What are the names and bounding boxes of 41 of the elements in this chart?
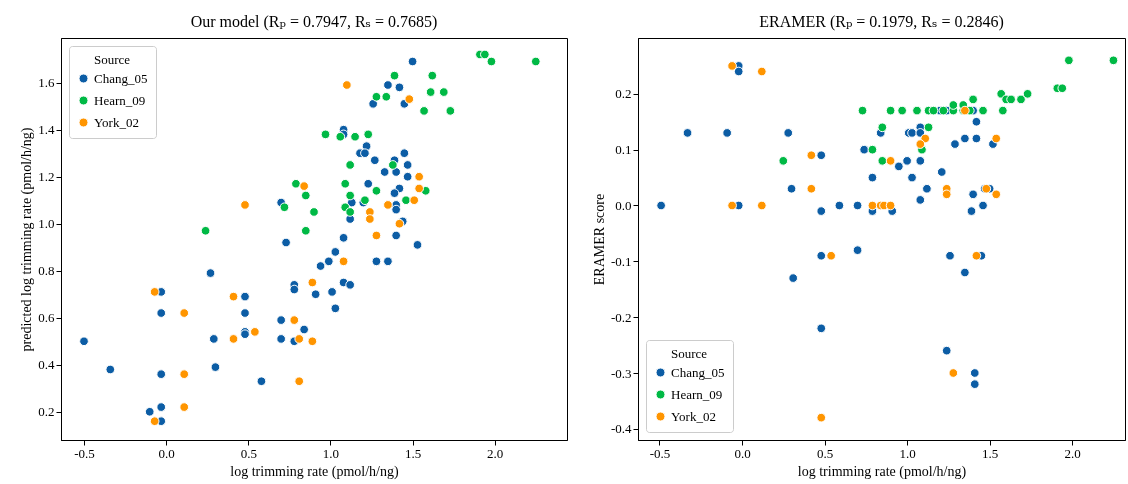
y-tick-label: -0.2 xyxy=(610,309,632,325)
x-axis-title: log trimming rate (pmol/h/ng) xyxy=(797,463,967,480)
legend-label: Chang_05 xyxy=(671,364,725,380)
x-tick-label: -0.5 xyxy=(649,445,671,461)
y-tick-label: 0.4 xyxy=(38,357,55,373)
y-axis-title: predicted log trimming rate (pmol/h/ng) xyxy=(19,127,36,352)
chart-title: ERAMER (Rₚ = 0.1979, Rₛ = 0.2846) xyxy=(759,13,1004,31)
x-tick-label: 0.0 xyxy=(158,445,175,461)
chart-title: Our model (Rₚ = 0.7947, Rₛ = 0.7685) xyxy=(190,13,438,31)
x-tick-label: 1.5 xyxy=(982,445,999,461)
x-tick-label: 0.5 xyxy=(240,445,257,461)
legend-title: Source xyxy=(670,346,708,361)
y-tick-label: 0.6 xyxy=(38,310,55,326)
y-tick-label: 0.8 xyxy=(38,263,55,279)
y-tick-label: 0.2 xyxy=(615,86,632,102)
x-tick-label: 2.0 xyxy=(487,445,504,461)
y-tick-label: -0.4 xyxy=(610,421,632,437)
legend-title: Source xyxy=(93,52,131,67)
y-tick-label: 1.0 xyxy=(38,216,55,232)
x-tick-label: 0.5 xyxy=(816,445,834,461)
y-tick-label: -0.1 xyxy=(610,253,632,269)
legend-label: Chang_05 xyxy=(94,70,148,86)
x-tick-label: 2.0 xyxy=(1064,445,1081,461)
legend-label: York_02 xyxy=(94,114,139,130)
y-tick-label: -0.3 xyxy=(610,365,632,381)
x-tick-label: 1.0 xyxy=(899,445,916,461)
legend-label: York_02 xyxy=(671,408,716,424)
y-tick-label: 1.6 xyxy=(38,75,55,91)
x-tick-label: -0.5 xyxy=(74,445,95,461)
x-tick-label: 0.0 xyxy=(734,445,751,461)
y-tick-label: 0.1 xyxy=(615,142,632,158)
y-tick-label: 1.2 xyxy=(38,169,55,185)
x-axis-title: log trimming rate (pmol/h/ng) xyxy=(230,463,400,480)
legend-label: Hearn_09 xyxy=(671,386,723,402)
y-tick-label: 0.0 xyxy=(615,198,632,213)
x-tick-label: 1.5 xyxy=(404,445,422,461)
y-tick-label: 1.4 xyxy=(38,122,55,138)
x-tick-label: 1.0 xyxy=(322,445,340,461)
legend-label: Hearn_09 xyxy=(94,92,146,108)
y-tick-label: 0.2 xyxy=(38,404,55,420)
y-axis-title: ERAMER score xyxy=(591,193,607,286)
